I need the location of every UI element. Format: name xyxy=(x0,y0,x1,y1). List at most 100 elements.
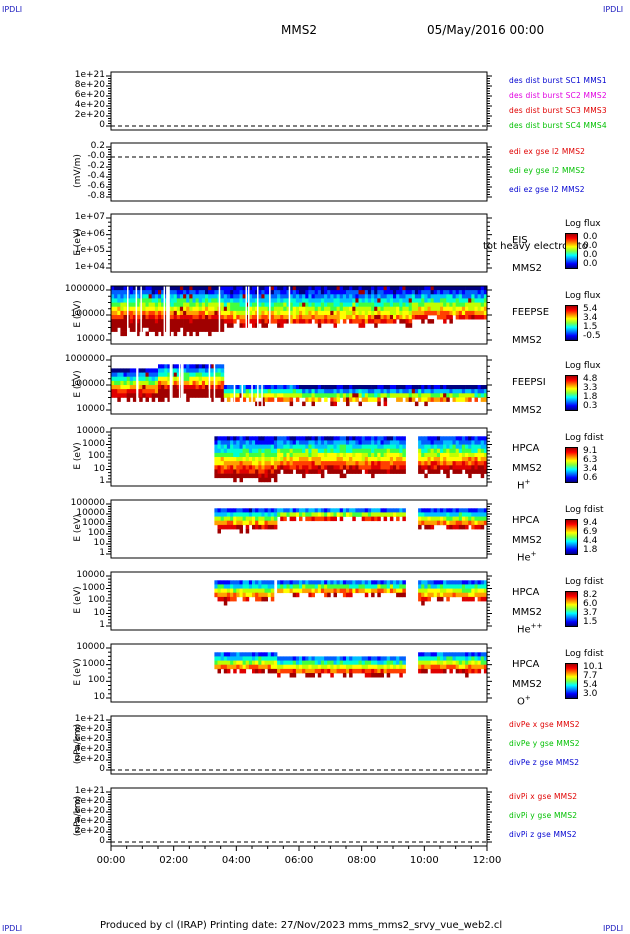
spectrogram-cell xyxy=(461,393,466,398)
spectrogram-cell xyxy=(217,436,221,441)
spectrogram-cell xyxy=(214,376,218,382)
spectrogram-cell xyxy=(230,473,234,479)
spectrogram-cell xyxy=(173,302,178,308)
spectrogram-cell xyxy=(380,310,384,316)
spectrogram-cell xyxy=(465,448,469,454)
spectrogram-cell xyxy=(220,588,225,594)
spectrogram-cell xyxy=(418,385,422,390)
spectrogram-cell xyxy=(223,452,228,458)
spectrogram-cell xyxy=(220,508,225,513)
spectrogram-cell xyxy=(377,588,381,594)
spectrogram-cell xyxy=(270,436,275,441)
spectrogram-cell xyxy=(230,310,234,316)
spectrogram-cell xyxy=(430,516,435,522)
spectrogram-cell xyxy=(405,397,409,402)
spectrogram-cell xyxy=(248,452,253,458)
spectrogram-cell xyxy=(346,588,350,594)
spectrogram-cell xyxy=(468,664,472,670)
spectrogram-cell xyxy=(380,584,384,589)
spectrogram-cell xyxy=(358,457,362,462)
spectrogram-cell xyxy=(433,469,438,474)
spectrogram-cell xyxy=(151,290,156,295)
spectrogram-cell xyxy=(355,461,359,466)
spectrogram-cell xyxy=(223,596,228,602)
spectrogram-cell xyxy=(377,389,381,394)
spectrogram-cell xyxy=(364,286,369,291)
spectrogram-cell xyxy=(443,389,447,394)
spectrogram-cell xyxy=(408,306,413,312)
spectrogram-cell xyxy=(289,588,294,594)
spectrogram-cell xyxy=(183,376,187,382)
spectrogram-cell xyxy=(305,436,309,441)
spectrogram-cell xyxy=(170,286,174,291)
spectrogram-cell xyxy=(317,452,322,458)
spectrogram-cell xyxy=(311,444,315,450)
spectrogram-cell xyxy=(424,457,428,462)
spectrogram-cell xyxy=(189,368,193,373)
spectrogram-cell xyxy=(349,584,353,589)
spectrogram-cell xyxy=(205,389,209,394)
spectrogram-cell xyxy=(214,652,218,657)
spectrogram-cell xyxy=(305,452,309,458)
spectrogram-cell xyxy=(383,461,388,466)
spectrogram-cell xyxy=(355,512,359,517)
spectrogram-cell xyxy=(361,294,366,299)
spectrogram-cell xyxy=(393,512,397,517)
spectrogram-cell xyxy=(248,440,253,445)
spectrogram-cell xyxy=(264,323,268,328)
spectrogram-cell xyxy=(405,306,409,312)
spectrogram-cell xyxy=(446,508,450,513)
spectrogram-cell xyxy=(242,389,247,394)
spectrogram-cell xyxy=(458,469,463,474)
spectrogram-cell xyxy=(186,393,190,398)
spectrogram-cell xyxy=(302,473,306,479)
spectrogram-cell xyxy=(364,664,369,670)
spectrogram-cell xyxy=(264,385,268,390)
spectrogram-cell xyxy=(371,302,375,308)
spectrogram-cell xyxy=(252,461,256,466)
spectrogram-cell xyxy=(186,290,190,295)
spectrogram-cell xyxy=(361,323,366,328)
spectrogram-cell xyxy=(283,584,287,589)
spectrogram-cell xyxy=(123,319,127,324)
spectrogram-cell xyxy=(411,393,416,398)
spectrogram-cell xyxy=(367,385,372,390)
species-label: He++ xyxy=(517,622,543,636)
spectrogram-cell xyxy=(308,286,312,291)
spectrogram-cell xyxy=(414,401,419,407)
spectrogram-cell xyxy=(380,440,384,445)
spectrogram-cell xyxy=(123,393,127,398)
spectrogram-cell xyxy=(214,298,218,303)
spectrogram-cell xyxy=(176,302,181,308)
spectrogram-cell xyxy=(277,323,281,328)
spectrogram-cell xyxy=(142,319,146,324)
spectrogram-cell xyxy=(242,457,247,462)
spectrogram-cell xyxy=(211,380,215,386)
spectrogram-cell xyxy=(289,286,294,291)
spectrogram-cell xyxy=(383,286,388,291)
spectrogram-cell xyxy=(330,584,334,589)
spectrogram-cell xyxy=(399,302,403,308)
spectrogram-cell xyxy=(114,323,118,328)
spectrogram-cell xyxy=(443,512,447,517)
spectrogram-cell xyxy=(320,298,325,303)
spectrogram-cell xyxy=(239,310,243,316)
spectrogram-cell xyxy=(346,580,350,585)
colorbar-value: 6.3 xyxy=(583,455,598,465)
spectrogram-cell xyxy=(367,319,372,324)
spectrogram-cell xyxy=(261,294,265,299)
spectrogram-cell xyxy=(371,580,375,585)
spectrogram-cell xyxy=(393,660,397,666)
spectrogram-cell xyxy=(411,298,416,303)
spectrogram-cell xyxy=(283,389,287,394)
spectrogram-cell xyxy=(358,469,362,474)
spectrogram-cell xyxy=(173,364,178,369)
spectrogram-cell xyxy=(283,315,287,320)
spectrogram-cell xyxy=(377,668,381,674)
spectrogram-cell xyxy=(148,298,153,303)
spectrogram-cell xyxy=(311,588,315,594)
spectrogram-cell xyxy=(145,315,149,320)
spectrogram-cell xyxy=(480,452,485,458)
spectrogram-cell xyxy=(324,580,328,585)
spectrogram-cell xyxy=(336,319,341,324)
